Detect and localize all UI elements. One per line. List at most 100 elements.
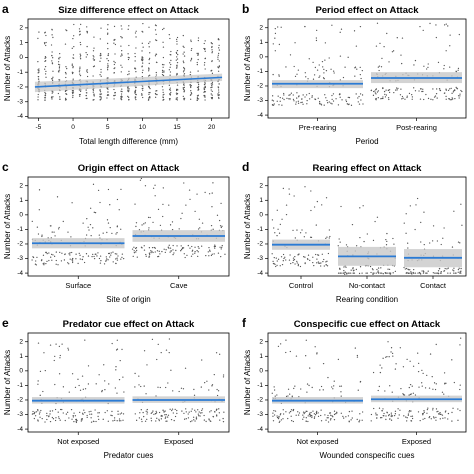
data-point [79,53,81,55]
x-axis-title: Period [355,137,378,146]
panel-c: c Origin effect on Attack-4-3-2-1012Numbe… [2,160,230,304]
data-point [277,228,279,230]
data-point [118,209,120,211]
data-point [182,88,185,91]
y-tick-label: 1 [19,39,23,46]
data-point [402,97,404,99]
data-point [55,263,57,265]
data-point [87,383,90,385]
data-point [128,44,130,47]
y-tick-label: -3 [17,411,23,418]
data-point [283,92,285,95]
fit-line [34,76,223,88]
data-point [180,248,183,251]
data-point [169,224,172,226]
data-point [103,364,105,366]
data-point [62,220,64,223]
data-point [67,231,69,233]
data-point [439,418,441,420]
data-point [199,415,201,417]
data-point [338,238,340,240]
data-point [98,374,100,376]
data-point [330,68,332,70]
data-point [274,263,276,266]
data-point [37,408,39,411]
data-point [52,91,54,93]
data-point [355,245,358,247]
data-point [106,28,109,30]
y-tick-label: 0 [19,54,23,61]
panel-letter: c [2,160,9,174]
data-point [160,415,162,417]
data-point [181,410,183,412]
y-tick-label: 2 [19,25,23,32]
data-point [381,410,383,412]
data-point [156,417,158,419]
data-point [428,416,430,419]
data-point [286,97,288,100]
data-point [447,412,450,415]
data-point [81,375,84,377]
data-point [373,407,375,410]
data-point [320,385,323,388]
data-point [45,41,47,44]
data-point [272,104,275,106]
data-point [66,29,68,32]
data-point [317,261,319,263]
data-point [274,32,277,35]
data-point [170,250,172,252]
data-point [168,204,170,206]
data-point [217,86,219,88]
data-point [384,96,387,98]
data-point [101,391,103,393]
data-point [169,247,172,249]
data-point [120,258,122,260]
data-point [155,24,157,27]
data-point [106,67,109,69]
data-point [185,411,187,413]
data-point [176,92,179,95]
data-point [402,393,404,395]
data-point [441,414,444,416]
data-point [333,385,335,387]
data-point [384,93,386,96]
data-point [429,242,431,244]
data-point [58,417,60,420]
data-point [315,253,317,256]
data-point [319,389,321,391]
data-point [57,228,60,230]
data-point [61,408,63,411]
data-point [327,376,329,379]
data-point [332,70,335,72]
data-point [204,86,206,89]
data-point [399,409,401,411]
data-point [116,259,119,261]
data-point [305,339,307,341]
data-point [199,412,202,414]
data-point [196,52,198,55]
data-point [460,203,462,205]
data-point [271,392,273,394]
y-tick-label: -2 [17,397,23,404]
data-point [438,87,441,90]
data-point [38,80,40,82]
data-point [312,256,314,258]
data-point [172,253,174,256]
data-point [84,339,86,341]
data-point [346,103,348,105]
category-label: Contact [420,281,447,290]
data-point [313,206,316,208]
data-point [194,252,196,254]
data-point [457,95,460,97]
data-point [195,411,197,413]
data-point [121,36,123,39]
data-point [75,258,77,260]
data-point [100,98,102,100]
data-point [451,411,453,414]
data-point [442,417,444,419]
data-point [100,96,102,98]
data-point [109,204,111,206]
data-point [422,88,424,90]
data-point [337,272,340,274]
data-point [434,272,436,274]
